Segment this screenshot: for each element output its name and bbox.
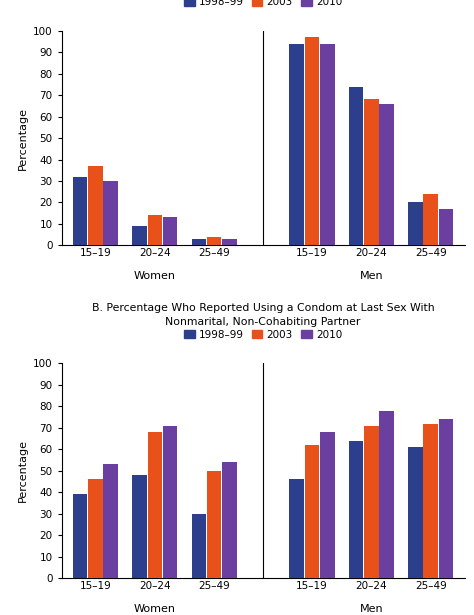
Bar — [147, 432, 162, 578]
Text: Men: Men — [359, 271, 383, 281]
Bar — [222, 462, 237, 578]
Bar — [147, 215, 162, 245]
Bar — [289, 44, 304, 245]
Bar — [222, 239, 237, 245]
Bar — [103, 181, 118, 245]
Bar — [73, 177, 87, 245]
Y-axis label: Percentage: Percentage — [18, 439, 27, 502]
Bar — [163, 218, 177, 245]
Bar — [305, 445, 319, 578]
Bar — [423, 424, 438, 578]
Bar — [103, 464, 118, 578]
Bar — [207, 237, 221, 245]
Bar — [191, 514, 206, 578]
Bar — [408, 447, 423, 578]
Bar — [364, 426, 379, 578]
Legend: 1998–99, 2003, 2010: 1998–99, 2003, 2010 — [182, 0, 344, 9]
Title: B. Percentage Who Reported Using a Condom at Last Sex With
Nonmarital, Non-Cohab: B. Percentage Who Reported Using a Condo… — [92, 303, 434, 327]
Legend: 1998–99, 2003, 2010: 1998–99, 2003, 2010 — [182, 328, 344, 342]
Text: Women: Women — [134, 604, 176, 614]
Y-axis label: Percentage: Percentage — [18, 106, 27, 170]
Bar — [364, 100, 379, 245]
Bar — [379, 104, 394, 245]
Bar — [379, 411, 394, 578]
Bar — [73, 494, 87, 578]
Bar — [88, 166, 103, 245]
Bar — [423, 194, 438, 245]
Bar — [88, 479, 103, 578]
Bar — [305, 37, 319, 245]
Bar — [207, 470, 221, 578]
Text: Women: Women — [134, 271, 176, 281]
Bar — [439, 419, 453, 578]
Bar — [320, 44, 335, 245]
Bar — [439, 209, 453, 245]
Bar — [132, 475, 147, 578]
Bar — [132, 226, 147, 245]
Text: Men: Men — [359, 604, 383, 614]
Bar — [320, 432, 335, 578]
Bar — [349, 441, 363, 578]
Bar — [349, 87, 363, 245]
Bar — [163, 426, 177, 578]
Bar — [289, 479, 304, 578]
Bar — [408, 202, 423, 245]
Bar — [191, 239, 206, 245]
